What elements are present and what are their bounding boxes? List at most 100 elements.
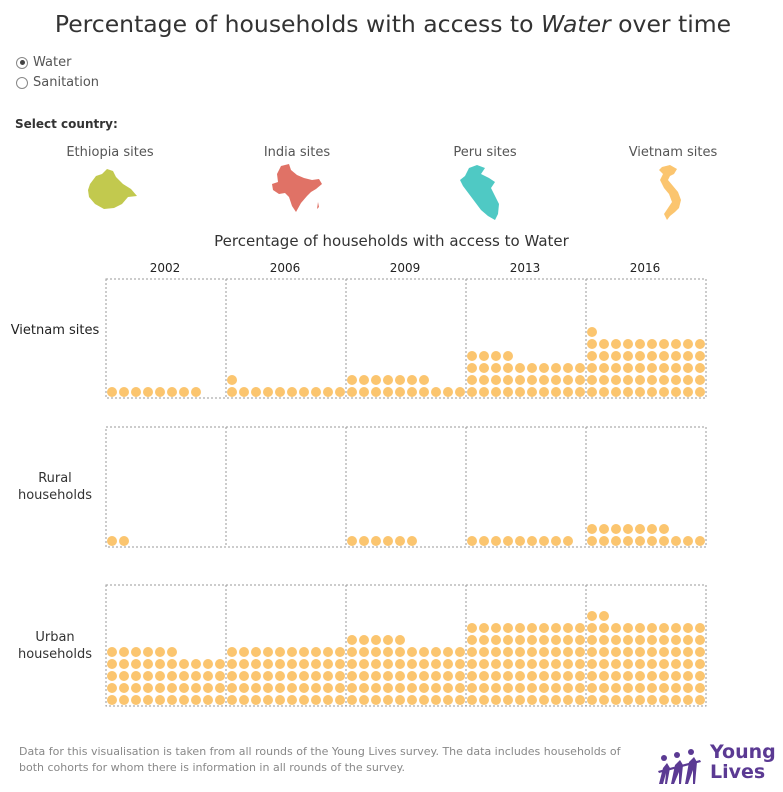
data-dot bbox=[167, 671, 177, 681]
data-dot bbox=[539, 695, 549, 705]
data-dot bbox=[371, 695, 381, 705]
data-dot bbox=[239, 659, 249, 669]
data-dot bbox=[599, 387, 609, 397]
data-dot bbox=[671, 375, 681, 385]
data-dot bbox=[311, 647, 321, 657]
data-dot bbox=[635, 635, 645, 645]
data-dot bbox=[479, 659, 489, 669]
data-dot bbox=[119, 536, 129, 546]
data-dot bbox=[359, 375, 369, 385]
data-dot bbox=[515, 647, 525, 657]
data-dot bbox=[599, 671, 609, 681]
data-dot bbox=[563, 623, 573, 633]
data-dot bbox=[251, 647, 261, 657]
data-dot bbox=[635, 387, 645, 397]
data-dot bbox=[599, 635, 609, 645]
data-dot bbox=[695, 695, 705, 705]
data-dot bbox=[119, 683, 129, 693]
data-dot bbox=[515, 375, 525, 385]
data-dot bbox=[611, 387, 621, 397]
data-dot bbox=[383, 387, 393, 397]
data-dot bbox=[395, 671, 405, 681]
data-dot bbox=[647, 363, 657, 373]
young-lives-logo[interactable]: Young Lives bbox=[655, 742, 773, 786]
data-dot bbox=[179, 387, 189, 397]
data-dot bbox=[647, 351, 657, 361]
data-dot bbox=[551, 635, 561, 645]
data-dot bbox=[623, 387, 633, 397]
data-dot bbox=[695, 659, 705, 669]
data-dot bbox=[563, 671, 573, 681]
data-dot bbox=[347, 671, 357, 681]
data-dot bbox=[179, 695, 189, 705]
data-dot bbox=[359, 671, 369, 681]
data-dot bbox=[539, 536, 549, 546]
data-dot bbox=[599, 536, 609, 546]
data-dot bbox=[479, 363, 489, 373]
data-dot bbox=[131, 647, 141, 657]
data-dot bbox=[599, 683, 609, 693]
data-dot bbox=[383, 695, 393, 705]
data-dot bbox=[311, 387, 321, 397]
data-dot bbox=[539, 659, 549, 669]
data-dot bbox=[311, 695, 321, 705]
data-dot bbox=[695, 351, 705, 361]
data-dot bbox=[107, 695, 117, 705]
data-dot bbox=[239, 671, 249, 681]
data-dot bbox=[419, 695, 429, 705]
data-dot bbox=[515, 623, 525, 633]
data-dot bbox=[395, 536, 405, 546]
data-dot bbox=[575, 375, 585, 385]
data-dot bbox=[227, 659, 237, 669]
data-dot bbox=[671, 536, 681, 546]
data-dot bbox=[131, 671, 141, 681]
data-dot bbox=[671, 351, 681, 361]
data-dot bbox=[419, 659, 429, 669]
data-dot bbox=[527, 647, 537, 657]
data-dot bbox=[539, 387, 549, 397]
data-dot bbox=[107, 683, 117, 693]
data-dot bbox=[227, 375, 237, 385]
data-dot bbox=[659, 351, 669, 361]
data-dot bbox=[623, 683, 633, 693]
data-dot bbox=[143, 387, 153, 397]
data-dot bbox=[383, 671, 393, 681]
data-dot bbox=[383, 375, 393, 385]
data-dot bbox=[467, 671, 477, 681]
data-dot bbox=[299, 671, 309, 681]
data-dot bbox=[587, 524, 597, 534]
data-dot bbox=[371, 536, 381, 546]
data-dot bbox=[623, 339, 633, 349]
data-dot bbox=[575, 635, 585, 645]
data-dot bbox=[239, 387, 249, 397]
logo-line-young: Young bbox=[710, 742, 776, 762]
data-dot bbox=[347, 683, 357, 693]
data-dot bbox=[647, 524, 657, 534]
data-dot bbox=[563, 659, 573, 669]
data-dot bbox=[491, 387, 501, 397]
data-dot bbox=[419, 671, 429, 681]
data-dot bbox=[203, 695, 213, 705]
data-dot bbox=[623, 524, 633, 534]
data-dot bbox=[275, 671, 285, 681]
data-dot bbox=[587, 635, 597, 645]
data-dot bbox=[611, 695, 621, 705]
data-dot bbox=[635, 524, 645, 534]
data-dot bbox=[563, 387, 573, 397]
data-dot bbox=[119, 671, 129, 681]
data-dot bbox=[599, 623, 609, 633]
data-dot bbox=[587, 339, 597, 349]
data-dot bbox=[539, 647, 549, 657]
data-dot bbox=[431, 387, 441, 397]
data-dot bbox=[383, 647, 393, 657]
data-dot bbox=[515, 536, 525, 546]
data-dot bbox=[119, 647, 129, 657]
data-dot bbox=[575, 387, 585, 397]
data-dot bbox=[683, 635, 693, 645]
data-dot bbox=[287, 659, 297, 669]
data-dot bbox=[395, 647, 405, 657]
data-dot bbox=[503, 387, 513, 397]
data-dot bbox=[623, 351, 633, 361]
data-dot bbox=[491, 683, 501, 693]
data-dot bbox=[503, 695, 513, 705]
